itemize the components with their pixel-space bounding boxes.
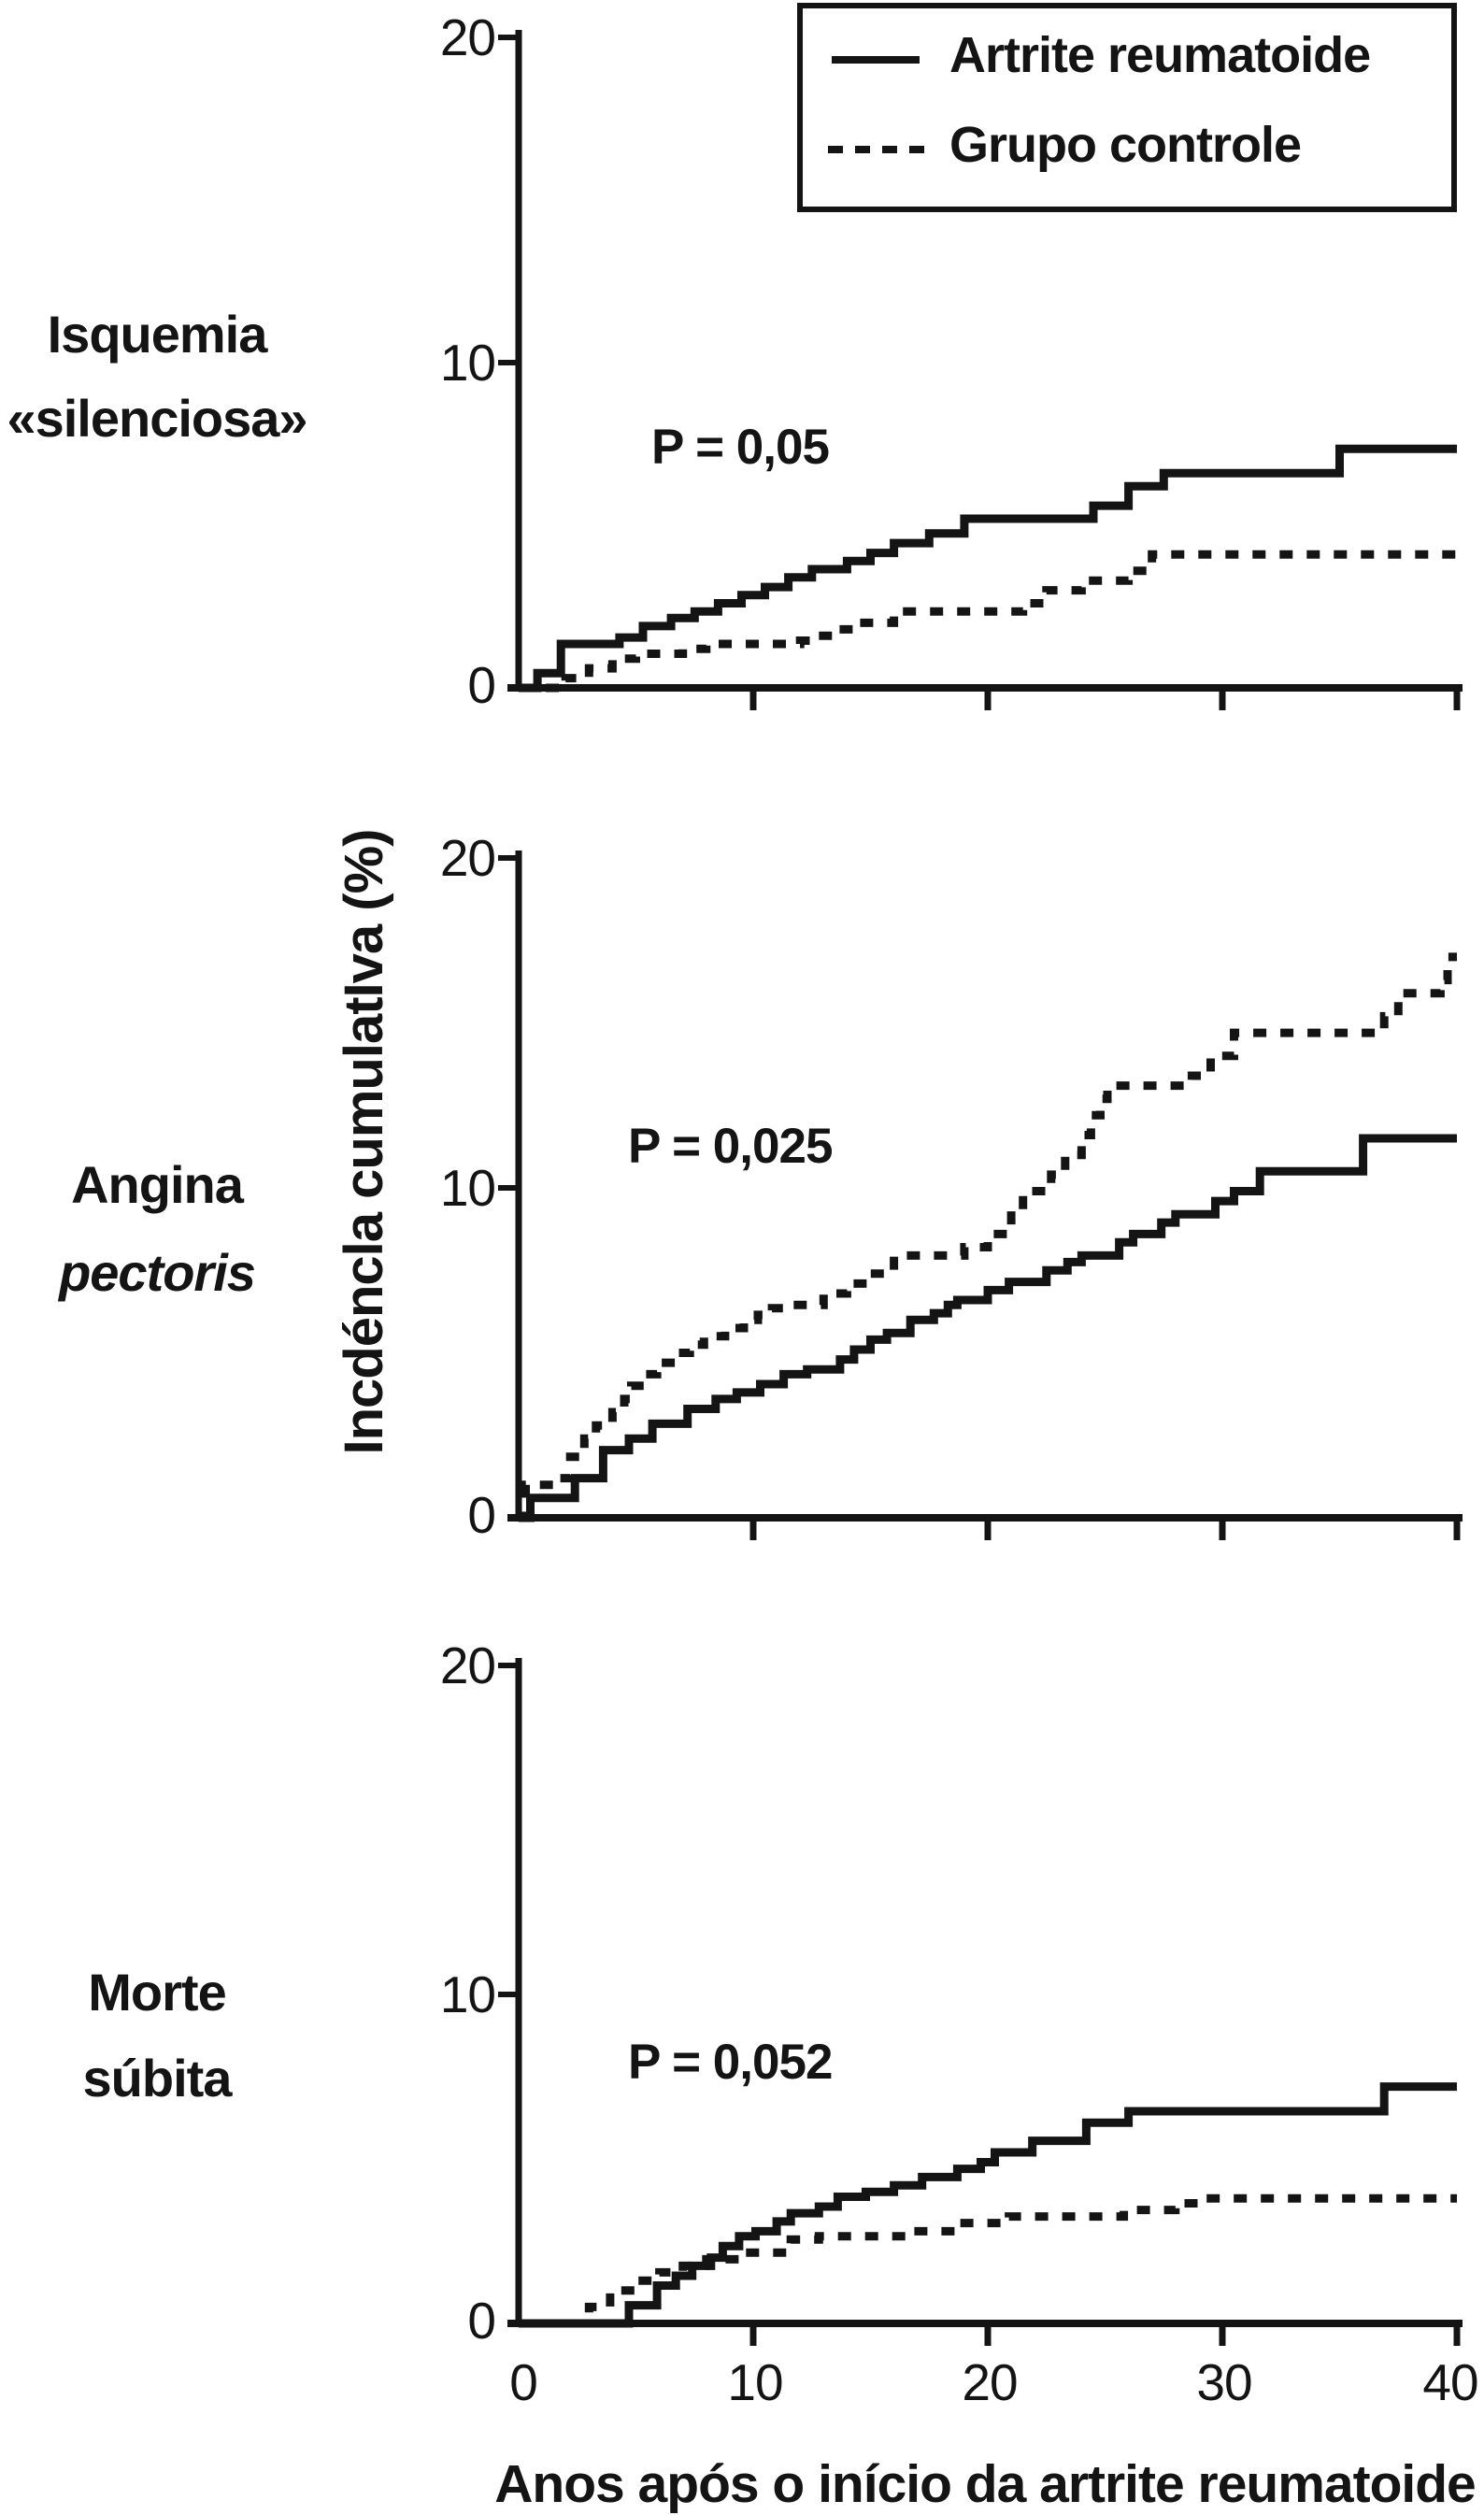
panel1-title-line2: «silenciosa» <box>7 389 307 448</box>
panel1-curve-grupo-controle <box>519 550 1457 693</box>
xtick-0: 0 <box>509 2353 538 2411</box>
xtick-40: 40 <box>1422 2353 1478 2411</box>
panel1-title-line1: Isquemia <box>47 305 268 364</box>
panel1-ytick-20: 20 <box>439 8 496 66</box>
panel2-curve-grupo-controle <box>519 952 1457 1522</box>
panel3-ytick-20: 20 <box>439 1636 496 1694</box>
panel3-ytick-0: 0 <box>467 2292 496 2350</box>
y-axis-label: Incdéncla cumulatIva (%) <box>334 829 394 1455</box>
xtick-30: 30 <box>1196 2353 1252 2411</box>
xtick-20: 20 <box>962 2353 1018 2411</box>
panel2-p-value: P = 0,025 <box>628 1119 833 1174</box>
legend-label-grupo-controle: Grupo controle <box>949 117 1302 173</box>
panel3-curve-grupo-controle <box>519 2193 1457 2328</box>
panel2-ytick-20: 20 <box>439 829 496 887</box>
legend-dashed-line-sample <box>828 146 925 153</box>
x-axis-label: Anos após o início da artrite reumatoide <box>494 2454 1477 2514</box>
panel3-p-value: P = 0,052 <box>628 2035 833 2090</box>
panel1-curve-artrite-reumatoide <box>519 444 1457 693</box>
legend-box <box>797 3 1457 212</box>
panel3-title-line1: Morte <box>88 1963 226 2022</box>
legend-solid-line-sample <box>832 56 920 64</box>
panel1-ytick-10: 10 <box>439 334 496 392</box>
panel2-curve-artrite-reumatoide <box>519 1134 1457 1522</box>
panel1-ytick-0: 0 <box>467 656 496 714</box>
panel2-ytick-10: 10 <box>439 1159 496 1217</box>
panel3-ytick-10: 10 <box>439 1965 496 2023</box>
xtick-10: 10 <box>727 2353 783 2411</box>
panel3-curve-artrite-reumatoide <box>519 2082 1457 2328</box>
legend-label-artrite-reumatoide: Artrite reumatoide <box>949 27 1371 83</box>
panel1-p-value: P = 0,05 <box>651 420 830 475</box>
panel2-title-line1: Angina <box>71 1155 244 1214</box>
panel3-title-line2: súbita <box>82 2049 233 2108</box>
panel2-title-line2: pectoris <box>59 1243 256 1302</box>
panel2-ytick-0: 0 <box>467 1486 496 1544</box>
